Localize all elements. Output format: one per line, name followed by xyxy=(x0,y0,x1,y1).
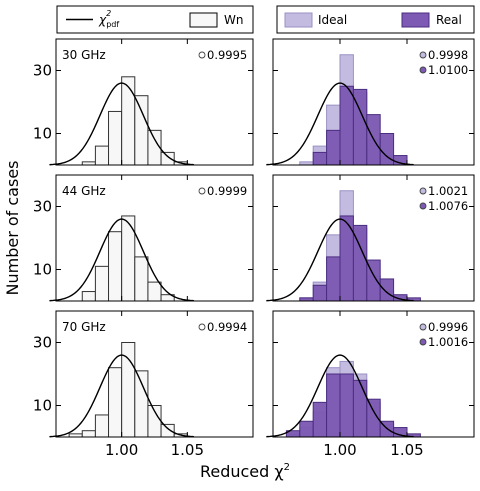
real-bar xyxy=(312,151,328,166)
y-tick-label: 30 xyxy=(33,62,52,80)
chi2-pdf-curve xyxy=(49,354,194,438)
panel-frame xyxy=(55,174,254,302)
x-tick-label: 1.00 xyxy=(105,441,138,459)
legend-ideal-swatch xyxy=(284,12,313,28)
chi2-pdf-curve xyxy=(266,218,414,302)
panel-frame xyxy=(55,38,254,166)
y-tick-label: 10 xyxy=(33,125,52,143)
x-tick-label: 1.05 xyxy=(390,441,423,459)
panel-frame xyxy=(272,310,475,438)
wn-bar xyxy=(81,291,96,302)
mean-marker xyxy=(419,51,427,59)
panel-frame xyxy=(272,38,475,166)
legend-wn-swatch xyxy=(189,12,218,28)
chi2-pdf-curve xyxy=(266,354,414,438)
wn-bar xyxy=(134,95,149,166)
real-bar xyxy=(339,85,354,166)
y-tick-label: 30 xyxy=(33,198,52,216)
mean-value-label: 0.9996 xyxy=(428,320,468,334)
real-bar xyxy=(326,373,341,438)
mean-value-label: 1.0021 xyxy=(428,184,468,198)
wn-bar xyxy=(108,231,123,302)
wn-bar xyxy=(108,110,123,166)
real-bar xyxy=(326,129,341,166)
mean-value-label: 0.9999 xyxy=(207,184,247,198)
mean-value-label: 0.9994 xyxy=(207,320,247,334)
wn-bar xyxy=(94,145,110,166)
y-axis-title: Number of cases xyxy=(3,161,22,296)
frequency-label: 30 GHz xyxy=(62,48,106,62)
real-bar xyxy=(352,379,368,438)
y-tick-label: 10 xyxy=(33,261,52,279)
chi2-pdf-curve xyxy=(49,218,194,302)
panel-frame xyxy=(55,310,254,438)
wn-bar xyxy=(147,281,162,302)
mean-value-label: 0.9998 xyxy=(428,48,468,62)
mean-marker xyxy=(419,66,427,74)
mean-marker xyxy=(419,338,427,346)
mean-value-label: 1.0100 xyxy=(428,63,468,77)
panel-1: 10 30 30 GHz 0.9995 xyxy=(33,38,254,166)
wn-bar xyxy=(94,414,110,438)
real-bar xyxy=(312,284,328,302)
y-tick-label: 10 xyxy=(33,397,52,415)
wn-bar xyxy=(134,370,149,438)
wn-bar xyxy=(81,430,96,438)
legend-curve-label: χ2 pdf xyxy=(98,9,119,29)
mean-marker xyxy=(198,187,206,195)
real-bar xyxy=(326,256,341,302)
legend-wn-label: Wn xyxy=(224,13,243,27)
chi2-pdf-curve xyxy=(266,82,414,166)
mean-value-label: 1.0076 xyxy=(428,199,468,213)
x-axis-title: Reduced χ2 xyxy=(200,462,290,481)
mean-marker xyxy=(419,202,427,210)
real-bar xyxy=(339,373,354,438)
panel-5: 10 30 1.00 1.05 70 GHz 0.9994 xyxy=(33,310,254,459)
wn-bar xyxy=(121,342,136,438)
real-bar xyxy=(299,420,314,438)
chi2-pdf-curve xyxy=(49,82,194,166)
x-tick-label: 1.00 xyxy=(323,441,356,459)
frequency-label: 70 GHz xyxy=(62,320,106,334)
wn-bar xyxy=(160,151,175,166)
legend-ideal-label: Ideal xyxy=(318,13,347,27)
wn-bar xyxy=(108,367,123,438)
wn-bar xyxy=(121,76,136,166)
frequency-label: 44 GHz xyxy=(62,184,106,198)
wn-bar xyxy=(160,423,175,438)
legend-left: χ2 pdf Wn xyxy=(56,5,254,34)
legend-right: Ideal Real xyxy=(276,5,475,34)
mean-marker xyxy=(419,323,427,331)
mean-value-label: 0.9995 xyxy=(207,48,247,62)
panel-3: 10 30 44 GHz 0.9999 xyxy=(33,174,254,302)
mean-marker xyxy=(198,323,206,331)
mean-marker xyxy=(419,187,427,195)
wn-bar xyxy=(94,265,110,302)
x-tick-label: 1.05 xyxy=(171,441,204,459)
mean-marker xyxy=(198,51,206,59)
legend-real-label: Real xyxy=(436,13,462,27)
legend-real-swatch xyxy=(401,12,430,28)
real-bar xyxy=(312,401,328,438)
panel-frame xyxy=(272,174,475,302)
wn-bar xyxy=(134,256,149,302)
real-bar xyxy=(379,278,395,302)
y-tick-label: 30 xyxy=(33,334,52,352)
mean-value-label: 1.0016 xyxy=(428,335,468,349)
